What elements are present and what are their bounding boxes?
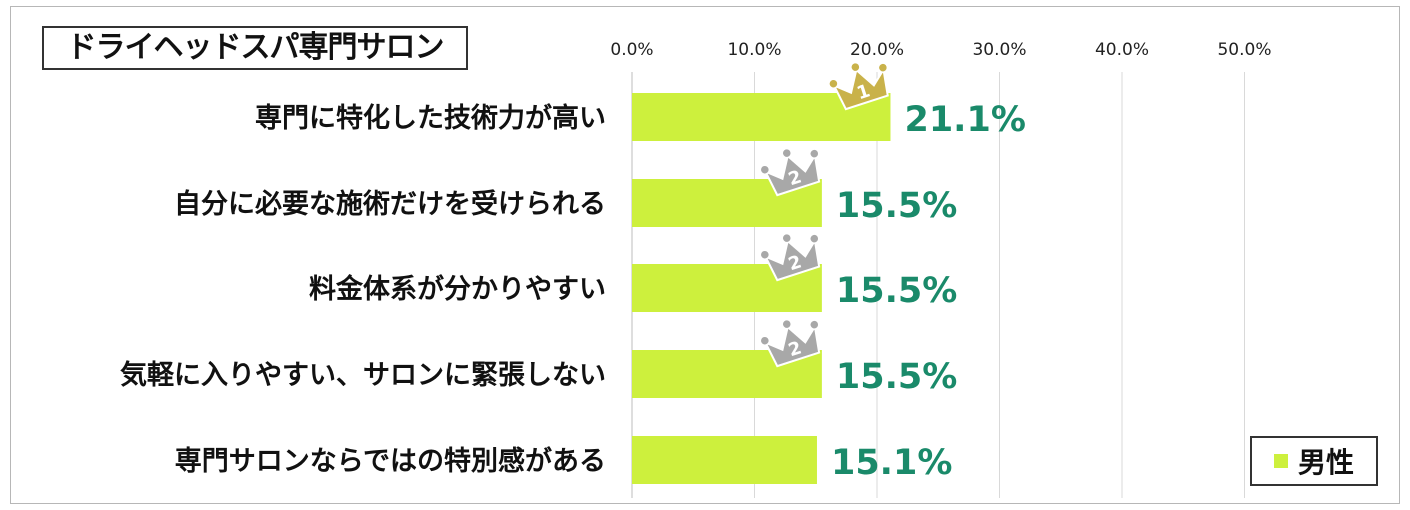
x-tick-label: 40.0%: [1095, 40, 1149, 60]
data-label: 15.1%: [831, 443, 952, 483]
svg-text:2: 2: [786, 337, 804, 361]
x-tick-label: 10.0%: [727, 40, 781, 60]
x-tick-label: 0.0%: [610, 40, 653, 60]
category-label: 専門に特化した技術力が高い: [255, 102, 606, 134]
rank-1-crown-icon: 1: [828, 61, 889, 111]
data-label: 15.5%: [836, 357, 957, 397]
svg-text:1: 1: [854, 80, 872, 104]
x-tick-label: 20.0%: [850, 40, 904, 60]
rank-2-crown-icon: 2: [759, 147, 821, 197]
legend: 男性: [1250, 436, 1378, 486]
legend-swatch: [1273, 454, 1288, 468]
rank-2-crown-icon: 2: [759, 318, 821, 368]
rank-2-crown-icon: 2: [759, 232, 821, 282]
category-label: 気軽に入りやすい、サロンに緊張しない: [120, 359, 606, 391]
chart-frame: [10, 6, 1400, 504]
legend-label: 男性: [1297, 446, 1354, 479]
category-label: 自分に必要な施術だけを受けられる: [174, 188, 606, 220]
x-tick-label: 50.0%: [1217, 40, 1271, 60]
svg-text:2: 2: [786, 166, 804, 190]
category-label: 専門サロンならではの特別感がある: [175, 445, 606, 477]
chart-title: ドライヘッドスパ専門サロン: [42, 26, 468, 70]
data-label: 15.5%: [836, 271, 957, 311]
data-label: 21.1%: [904, 100, 1025, 140]
category-label: 料金体系が分かりやすい: [309, 273, 606, 305]
data-label: 15.5%: [836, 186, 957, 226]
bar: [632, 436, 817, 484]
svg-text:2: 2: [786, 251, 804, 275]
x-tick-label: 30.0%: [972, 40, 1026, 60]
